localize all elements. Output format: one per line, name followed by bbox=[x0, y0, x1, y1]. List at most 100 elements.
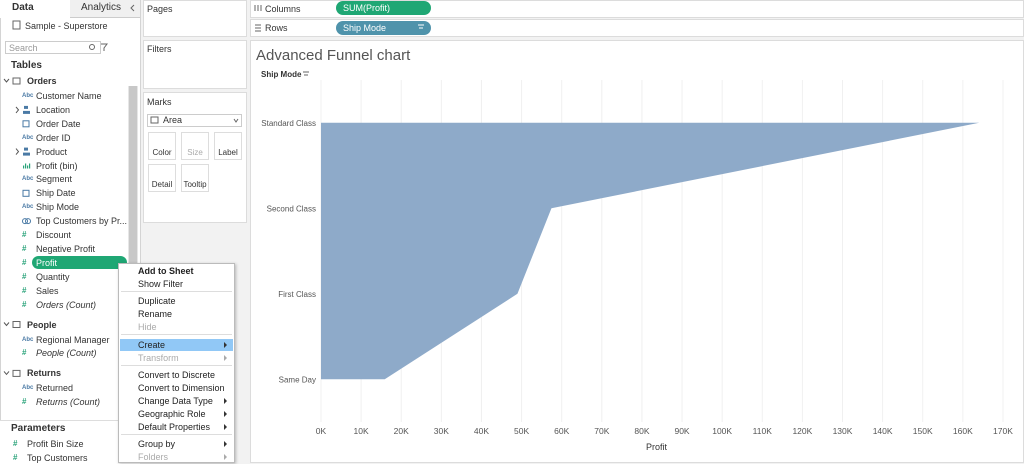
tab[interactable]: Data bbox=[12, 2, 34, 13]
collapse-chevron bbox=[3, 322, 10, 327]
parameters-heading: Parameters bbox=[11, 423, 66, 434]
menu-item[interactable]: Convert to Discrete bbox=[138, 369, 216, 380]
filter-icon[interactable] bbox=[101, 43, 108, 51]
expand-arrow bbox=[15, 148, 20, 155]
menu-item: Hide bbox=[138, 322, 157, 333]
submenu-arrow bbox=[224, 441, 227, 448]
marks-button[interactable] bbox=[181, 164, 209, 192]
row-header: Ship Mode bbox=[261, 70, 302, 79]
datasource-icon bbox=[12, 20, 21, 30]
x-tick-label: 130K bbox=[833, 426, 853, 436]
menu-item[interactable]: Rename bbox=[138, 309, 173, 320]
field[interactable]: Discount bbox=[36, 230, 72, 240]
field[interactable]: Top Customers by Pr... bbox=[36, 216, 128, 227]
field-icon: Abc bbox=[22, 134, 34, 141]
plot: 0K 10K 20K 30K 40K 50K 60K 70K 80K 90K 100K 110K 120… bbox=[261, 80, 1013, 436]
field-icon: Abc bbox=[22, 385, 34, 392]
mark-type: Area bbox=[163, 115, 183, 125]
marks-button-label: Detail bbox=[151, 180, 173, 189]
tables-heading: Tables bbox=[11, 60, 42, 71]
scroll-thumb[interactable] bbox=[129, 86, 137, 406]
date-icon bbox=[22, 120, 30, 128]
x-tick-label: 110K bbox=[753, 426, 773, 436]
menu-item[interactable]: Geographic Role bbox=[138, 408, 206, 419]
shelf-label: Pages bbox=[147, 4, 173, 14]
x-tick-label: 0K bbox=[316, 426, 327, 436]
field[interactable]: Returned bbox=[36, 383, 74, 394]
bin-icon bbox=[27, 165, 29, 169]
parameter[interactable]: Top Customers bbox=[27, 453, 88, 463]
datasource[interactable]: Sample - Superstore bbox=[25, 21, 108, 31]
field[interactable]: Quantity bbox=[36, 271, 70, 282]
bin-icon bbox=[29, 163, 31, 169]
submenu-arrow bbox=[224, 341, 227, 348]
field[interactable]: Negative Profit bbox=[36, 243, 96, 254]
x-tick-label: 60K bbox=[554, 426, 569, 436]
submenu-arrow bbox=[224, 397, 227, 404]
field[interactable]: Order ID bbox=[36, 132, 71, 143]
marks-button[interactable] bbox=[148, 132, 176, 160]
decor bbox=[12, 4, 424, 124]
x-tick-label: 40K bbox=[474, 426, 489, 436]
field[interactable]: Location bbox=[36, 104, 71, 115]
collapse-icon[interactable] bbox=[130, 4, 135, 12]
menu-item[interactable]: Group by bbox=[138, 439, 176, 450]
parameter[interactable]: Profit Bin Size bbox=[27, 439, 84, 449]
tab[interactable]: Analytics bbox=[81, 2, 122, 13]
menu-item[interactable]: Duplicate bbox=[138, 296, 176, 307]
field[interactable]: Regional Manager bbox=[36, 334, 110, 345]
x-tick-label: 20K bbox=[394, 426, 409, 436]
pages-shelf[interactable] bbox=[143, 0, 247, 37]
parameters-pane bbox=[0, 420, 140, 464]
menu-item[interactable]: Add to Sheet bbox=[138, 266, 194, 276]
area-icon bbox=[150, 116, 159, 124]
menu-item[interactable]: Default Properties bbox=[138, 421, 211, 432]
pill[interactable] bbox=[336, 1, 431, 15]
analytics-tab-bg bbox=[70, 0, 140, 18]
field[interactable]: Profit (bin) bbox=[36, 160, 78, 171]
menu-separator bbox=[121, 364, 232, 366]
menu-item[interactable]: Create bbox=[138, 339, 166, 350]
bin-icon bbox=[25, 163, 27, 169]
marks-button[interactable] bbox=[214, 132, 242, 160]
search-placeholder: Search bbox=[9, 43, 38, 53]
hierarchy-icon bbox=[24, 105, 28, 109]
x-tick-label: 170K bbox=[993, 426, 1013, 436]
marks-title: Marks bbox=[147, 97, 172, 107]
field[interactable]: Returns (Count) bbox=[36, 397, 101, 408]
chart-title: Advanced Funnel chart bbox=[256, 47, 411, 64]
field[interactable]: Ship Mode bbox=[36, 202, 80, 213]
field[interactable]: Profit bbox=[36, 257, 58, 268]
menu-item[interactable]: Show Filter bbox=[138, 279, 184, 289]
x-tick-label: 70K bbox=[594, 426, 609, 436]
marks-button[interactable] bbox=[181, 132, 209, 160]
shelf-label: Columns bbox=[265, 4, 301, 14]
field[interactable]: Ship Date bbox=[36, 188, 76, 199]
filters-shelf[interactable] bbox=[143, 40, 247, 89]
field[interactable]: Sales bbox=[36, 285, 59, 296]
hierarchy-icon bbox=[23, 152, 30, 156]
field-icon: # bbox=[22, 243, 27, 253]
field[interactable]: Segment bbox=[36, 174, 73, 185]
menu-separator bbox=[121, 334, 232, 336]
collapse-chevron bbox=[3, 78, 10, 83]
menu-item[interactable]: Convert to Dimension bbox=[138, 382, 225, 393]
menu-highlight bbox=[120, 338, 233, 351]
menu-item[interactable]: Change Data Type bbox=[138, 395, 213, 406]
field[interactable]: Product bbox=[36, 146, 68, 157]
table-name: People bbox=[27, 319, 57, 330]
search-box[interactable] bbox=[5, 41, 101, 54]
field-icon: # bbox=[22, 285, 27, 295]
field[interactable]: Customer Name bbox=[36, 91, 102, 101]
submenu-arrow bbox=[224, 354, 227, 361]
selected-field[interactable] bbox=[32, 255, 127, 269]
pill[interactable] bbox=[336, 21, 431, 35]
field[interactable]: Order Date bbox=[36, 118, 81, 129]
marks-button[interactable] bbox=[148, 164, 176, 192]
field[interactable]: People (Count) bbox=[36, 348, 97, 359]
dropdown-arrow bbox=[233, 118, 239, 123]
mark-type-dropdown[interactable] bbox=[147, 114, 242, 127]
field[interactable]: Orders (Count) bbox=[36, 299, 97, 310]
area bbox=[321, 122, 980, 380]
pill-label: SUM(Profit) bbox=[343, 3, 390, 13]
